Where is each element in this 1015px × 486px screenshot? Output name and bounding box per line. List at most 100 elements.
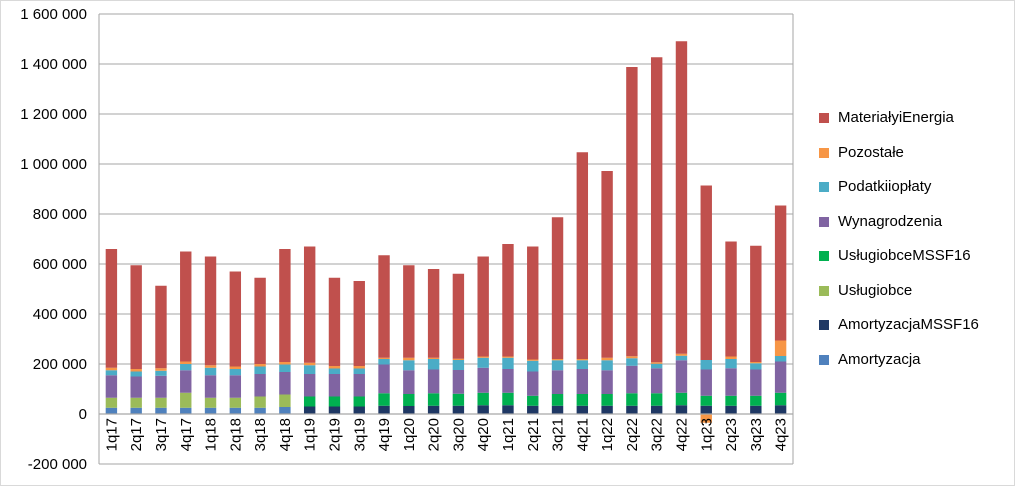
bar-segment-usługiobce (180, 392, 192, 408)
bars (105, 41, 787, 423)
bar-segment-wynagrodzenia (626, 365, 638, 394)
bar-segment-materialyienergia (254, 277, 266, 364)
bar-segment-materialyienergia (155, 285, 167, 369)
bar-segment-amortyzacja (254, 407, 266, 414)
legend-swatch (819, 320, 829, 330)
bar-segment-wynagrodzenia (303, 374, 316, 397)
legend-label: UsługiobceMSSF16 (838, 247, 971, 264)
bar-segment-pozostałe (353, 366, 365, 369)
bar-segment-usługiobcemssf16 (576, 394, 589, 406)
x-tick-label: 1q19 (302, 418, 319, 451)
bar-segment-podatkiiopłaty (601, 360, 613, 371)
x-tick-label: 1q17 (103, 418, 120, 451)
bar-segment-wynagrodzenia (700, 369, 712, 396)
bar-segment-podatkiiopłaty (576, 360, 589, 369)
bar-segment-materialyienergia (675, 41, 688, 354)
bar-segment-usługiobcemssf16 (452, 393, 465, 406)
legend-item: Amortyzacja (819, 348, 1009, 383)
bar-segment-pozostałe (675, 353, 688, 356)
x-tick-label: 4q21 (574, 418, 591, 451)
bar-segment-materialyienergia (378, 255, 390, 358)
x-tick-label: 4q19 (376, 418, 393, 451)
bar-segment-pozostałe (155, 368, 167, 371)
bar-segment-amortyzacjamssf16 (576, 405, 589, 414)
bar-segment-amortyzacjamssf16 (725, 405, 737, 414)
y-tick-label: -200 000 (28, 456, 87, 473)
legend-label: Podatkiiopłaty (838, 178, 932, 195)
bar-segment-amortyzacjamssf16 (700, 405, 712, 414)
bar-segment-podatkiiopłaty (229, 369, 242, 376)
axes (98, 14, 794, 464)
bar-segment-pozostałe (105, 367, 118, 371)
bar-segment-amortyzacja (229, 407, 242, 414)
legend-swatch (819, 113, 829, 123)
x-tick-label: 4q23 (773, 418, 790, 451)
bar-segment-materialyienergia (204, 256, 217, 366)
y-tick-label: 1 000 000 (20, 156, 87, 173)
bar-segment-usługiobcemssf16 (427, 393, 440, 406)
bar-segment-materialyienergia (303, 246, 316, 363)
bar-segment-materialyienergia (328, 277, 341, 366)
bar-segment-materialyienergia (130, 265, 142, 369)
bar-segment-amortyzacjamssf16 (551, 405, 564, 414)
bar-segment-wynagrodzenia (527, 371, 539, 396)
bar-segment-wynagrodzenia (353, 374, 365, 397)
bar-segment-podatkiiopłaty (155, 370, 167, 376)
bar-segment-usługiobcemssf16 (774, 392, 787, 406)
bar-segment-materialyienergia (477, 256, 489, 357)
legend-item: UsługiobceMSSF16 (819, 244, 1009, 279)
bar-segment-materialyienergia (403, 265, 415, 358)
bar-segment-pozostałe (303, 362, 316, 366)
x-tick-label: 2q18 (227, 418, 244, 451)
bar-segment-materialyienergia (750, 245, 762, 362)
bar-segment-usługiobcemssf16 (328, 396, 341, 407)
bar-segment-wynagrodzenia (229, 375, 242, 398)
bar-segment-podatkiiopłaty (477, 357, 489, 368)
bar-segment-podatkiiopłaty (551, 360, 564, 371)
x-tick-label: 2q22 (624, 418, 641, 451)
bar-segment-amortyzacjamssf16 (650, 405, 663, 414)
y-tick-label: 1 400 000 (20, 56, 87, 73)
bar-segment-wynagrodzenia (378, 364, 390, 394)
bar-segment-wynagrodzenia (551, 370, 564, 394)
bar-segment-wynagrodzenia (403, 370, 415, 394)
bar-segment-materialyienergia (353, 281, 365, 366)
bar-segment-materialyienergia (527, 246, 539, 360)
bar-segment-podatkiiopłaty (527, 360, 539, 372)
bar-segment-podatkiiopłaty (180, 364, 192, 371)
bar-segment-podatkiiopłaty (328, 368, 341, 374)
bar-segment-pozostałe (279, 362, 291, 365)
bar-segment-usługiobcemssf16 (601, 394, 613, 406)
x-tick-label: 1q21 (500, 418, 517, 451)
bar-segment-materialyienergia (279, 249, 291, 362)
y-tick-label: 0 (79, 406, 87, 423)
bar-segment-usługiobce (229, 397, 242, 408)
bar-segment-wynagrodzenia (155, 375, 167, 398)
bar-segment-usługiobcemssf16 (403, 394, 415, 406)
bar-segment-pozostałe (204, 365, 217, 368)
bar-segment-amortyzacjamssf16 (675, 405, 688, 414)
bar-segment-materialyienergia (105, 249, 118, 368)
bar-segment-materialyienergia (774, 205, 787, 341)
bar-segment-amortyzacja (180, 407, 192, 414)
bar-segment-pozostałe (650, 362, 663, 364)
bar-segment-usługiobcemssf16 (303, 396, 316, 407)
y-tick-label: 1 600 000 (20, 6, 87, 23)
bar-segment-usługiobcemssf16 (353, 396, 365, 407)
x-tick-label: 1q23 (698, 418, 715, 451)
bar-segment-amortyzacja (155, 407, 167, 414)
bar-segment-materialyienergia (502, 244, 514, 357)
bar-segment-wynagrodzenia (502, 369, 514, 393)
bar-segment-podatkiiopłaty (279, 364, 291, 372)
bar-segment-podatkiiopłaty (750, 363, 762, 370)
bar-segment-amortyzacja (130, 407, 142, 414)
bar-segment-pozostałe (601, 357, 613, 361)
bar-segment-pozostałe (551, 359, 564, 361)
bar-segment-wynagrodzenia (180, 370, 192, 393)
bar-segment-pozostałe (527, 359, 539, 361)
bar-segment-amortyzacjamssf16 (477, 405, 489, 414)
bar-segment-wynagrodzenia (675, 360, 688, 393)
bar-segment-wynagrodzenia (328, 374, 341, 397)
bar-segment-wynagrodzenia (650, 368, 663, 394)
